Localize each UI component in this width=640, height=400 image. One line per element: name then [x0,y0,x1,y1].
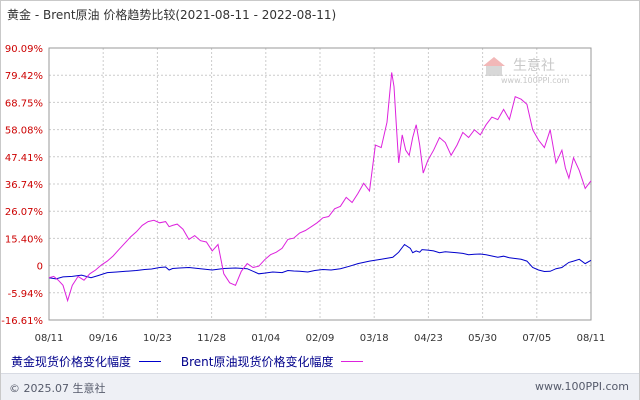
x-tick-label: 02/09 [306,333,335,344]
watermark-name: 生意社 [513,57,555,74]
y-tick-label: 0 [37,262,43,273]
legend-swatch-gold [139,361,162,362]
y-tick-label: -5.94% [8,289,43,300]
y-tick-label: 79.42% [5,71,43,82]
x-tick-label: 09/16 [89,333,118,344]
y-tick-label: 15.40% [5,234,43,245]
legend-label-gold: 黄金现货价格变化幅度 [11,355,132,369]
chart-canvas: 生意社 www.100PPI.com 90.09% 79.42% 68.75% 58.… [1,44,606,344]
house-logo-icon [483,57,505,76]
legend: 黄金现货价格变化幅度 Brent原油现货价格变化幅度 [11,353,379,370]
x-axis-ticks: 08/11 09/16 10/23 11/28 01/04 02/09 03/18 04/23… [35,333,606,344]
x-tick-label: 04/23 [414,333,443,344]
y-tick-label: 68.75% [5,98,43,109]
series-group [48,72,592,303]
legend-item-gold: 黄金现货价格变化幅度 [11,353,162,370]
y-tick-label: 58.08% [5,126,43,137]
x-tick-label: 11/28 [197,333,226,344]
series-line-gold [48,243,592,280]
grid [48,47,592,321]
plot-border [48,47,592,321]
x-tick-label: 07/05 [522,333,551,344]
copyright-text: © 2025.07 生意社 [9,382,106,395]
y-tick-label: 26.07% [5,207,43,218]
y-tick-label: 90.09% [5,44,43,55]
x-tick-label: 01/04 [251,333,280,344]
legend-item-brent: Brent原油现货价格变化幅度 [181,353,364,370]
x-tick-label: 10/23 [143,333,172,344]
watermark: 生意社 www.100PPI.com [483,57,570,85]
x-tick-label: 03/18 [360,333,389,344]
x-tick-label: 08/11 [577,333,606,344]
chart-title: 黄金 - Brent原油 价格趋势比较(2021-08-11 - 2022-08… [7,8,337,22]
y-tick-label: -16.61% [1,316,43,327]
y-axis-ticks: 90.09% 79.42% 68.75% 58.08% 47.41% 36.74% 26.0… [1,44,43,327]
footer-site-link[interactable]: www.100PPI.com [535,380,629,393]
y-tick-label: 36.74% [5,180,43,191]
series-line-brent [48,72,592,303]
y-tick-label: 47.41% [5,153,43,164]
footer: © 2025.07 生意社 www.100PPI.com [1,373,639,400]
watermark-url: www.100PPI.com [501,76,570,85]
x-tick-label: 08/11 [35,333,64,344]
legend-swatch-brent [341,361,364,362]
x-tick-label: 05/30 [468,333,497,344]
legend-label-brent: Brent原油现货价格变化幅度 [180,355,334,369]
